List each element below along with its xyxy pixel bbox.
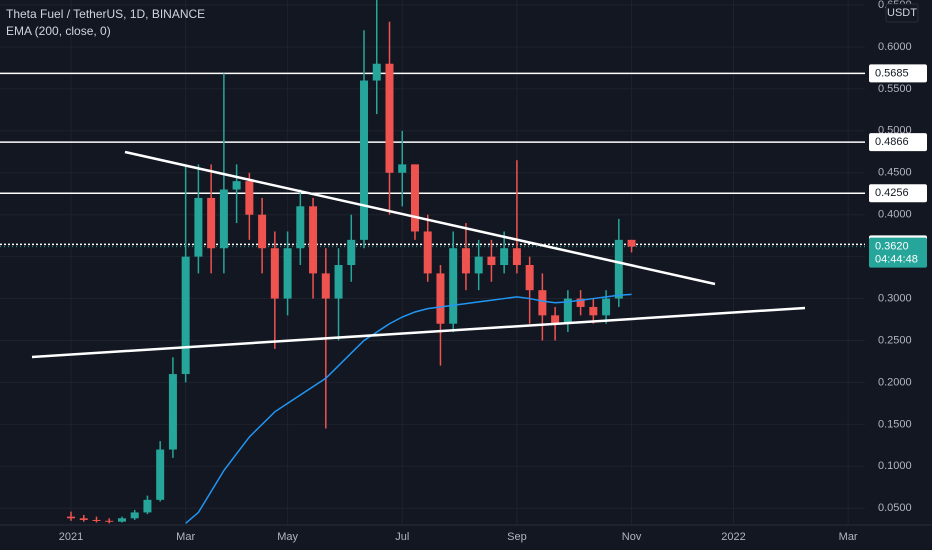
candle-body bbox=[347, 239, 356, 266]
level-label: 0.4866 bbox=[875, 136, 909, 148]
candles bbox=[67, 0, 636, 524]
candle-body bbox=[258, 214, 267, 249]
level-label: 0.5685 bbox=[875, 67, 909, 79]
level-label-box bbox=[869, 133, 927, 152]
y-tick-label: 0.1500 bbox=[878, 418, 912, 430]
levels bbox=[0, 72, 865, 248]
indicator-name: EMA (200, close, 0) bbox=[6, 24, 111, 38]
candle-body bbox=[321, 273, 330, 299]
y-tick-label: 0.4000 bbox=[878, 209, 912, 221]
candle-body bbox=[449, 248, 458, 324]
candle-body bbox=[67, 516, 75, 519]
candle-body bbox=[270, 248, 279, 299]
candle-body bbox=[207, 197, 216, 249]
candle-body bbox=[245, 181, 254, 215]
last-price-label: 0.3620 bbox=[875, 240, 909, 252]
candle-body bbox=[512, 248, 521, 266]
candle-body bbox=[436, 273, 445, 324]
candle-body bbox=[105, 520, 114, 522]
last-price-box bbox=[869, 237, 927, 268]
y-tick-label: 0.2500 bbox=[878, 334, 912, 346]
candle-body bbox=[410, 164, 419, 232]
y-tick-label: 0.2000 bbox=[878, 376, 912, 388]
candle-body bbox=[538, 290, 547, 316]
candle-body bbox=[117, 518, 126, 522]
candle-body bbox=[500, 248, 509, 266]
candle-body bbox=[296, 206, 305, 249]
candle-body bbox=[385, 63, 394, 173]
y-tick-label: 0.3000 bbox=[878, 292, 912, 304]
x-tick-label: Mar bbox=[839, 531, 858, 543]
candle-body bbox=[360, 80, 369, 240]
candle-body bbox=[334, 265, 343, 299]
x-tick-label: 2022 bbox=[721, 531, 745, 543]
candle-body bbox=[130, 512, 139, 519]
ema-line bbox=[185, 293, 632, 524]
candle-body bbox=[551, 315, 560, 324]
candle-body bbox=[602, 298, 611, 316]
x-tick-label: Mar bbox=[176, 531, 195, 543]
currency: USDT bbox=[887, 7, 917, 19]
currency-box bbox=[885, 3, 919, 23]
x-tick-label: Nov bbox=[622, 531, 642, 543]
candle-body bbox=[143, 499, 152, 513]
x-tick-label: Sep bbox=[507, 531, 527, 543]
y-tick-label: 0.5500 bbox=[878, 83, 912, 95]
x-tick-label: May bbox=[277, 531, 298, 543]
candle-body bbox=[79, 518, 88, 520]
candle-body bbox=[563, 298, 572, 324]
support-trendline bbox=[31, 306, 806, 359]
candle-body bbox=[576, 298, 585, 307]
candle-body bbox=[398, 164, 407, 173]
y-tick-label: 0.1000 bbox=[878, 460, 912, 472]
candle-body bbox=[474, 256, 483, 274]
candle-body bbox=[423, 231, 432, 274]
resistance-trendline bbox=[124, 150, 716, 286]
x-tick-label: 2021 bbox=[59, 531, 83, 543]
y-tick-label: 0.4500 bbox=[878, 167, 912, 179]
y-tick-label: 0.0500 bbox=[878, 502, 912, 514]
candle-body bbox=[219, 189, 228, 249]
candle-body bbox=[487, 256, 496, 266]
candle-body bbox=[461, 248, 470, 274]
y-tick-label: 0.6000 bbox=[878, 41, 912, 53]
candle-body bbox=[194, 197, 203, 257]
level-label-box bbox=[869, 64, 927, 83]
candle-body bbox=[589, 306, 598, 316]
level-label-box bbox=[869, 184, 927, 203]
level-label: 0.4256 bbox=[875, 187, 909, 199]
candle-body bbox=[525, 265, 534, 291]
candle-body bbox=[283, 248, 292, 299]
candle-body bbox=[92, 519, 101, 521]
candle-body bbox=[156, 449, 165, 500]
x-tick-label: Jul bbox=[395, 531, 409, 543]
candle-body bbox=[168, 374, 177, 450]
candle-body bbox=[232, 181, 241, 190]
chart-title: Theta Fuel / TetherUS, 1D, BINANCE bbox=[6, 7, 205, 21]
candle-body bbox=[372, 63, 381, 81]
candle-body bbox=[614, 239, 623, 299]
candle-body bbox=[181, 256, 190, 375]
candle-body bbox=[627, 239, 636, 247]
countdown: 04:44:48 bbox=[875, 253, 918, 265]
candle-body bbox=[309, 206, 318, 274]
